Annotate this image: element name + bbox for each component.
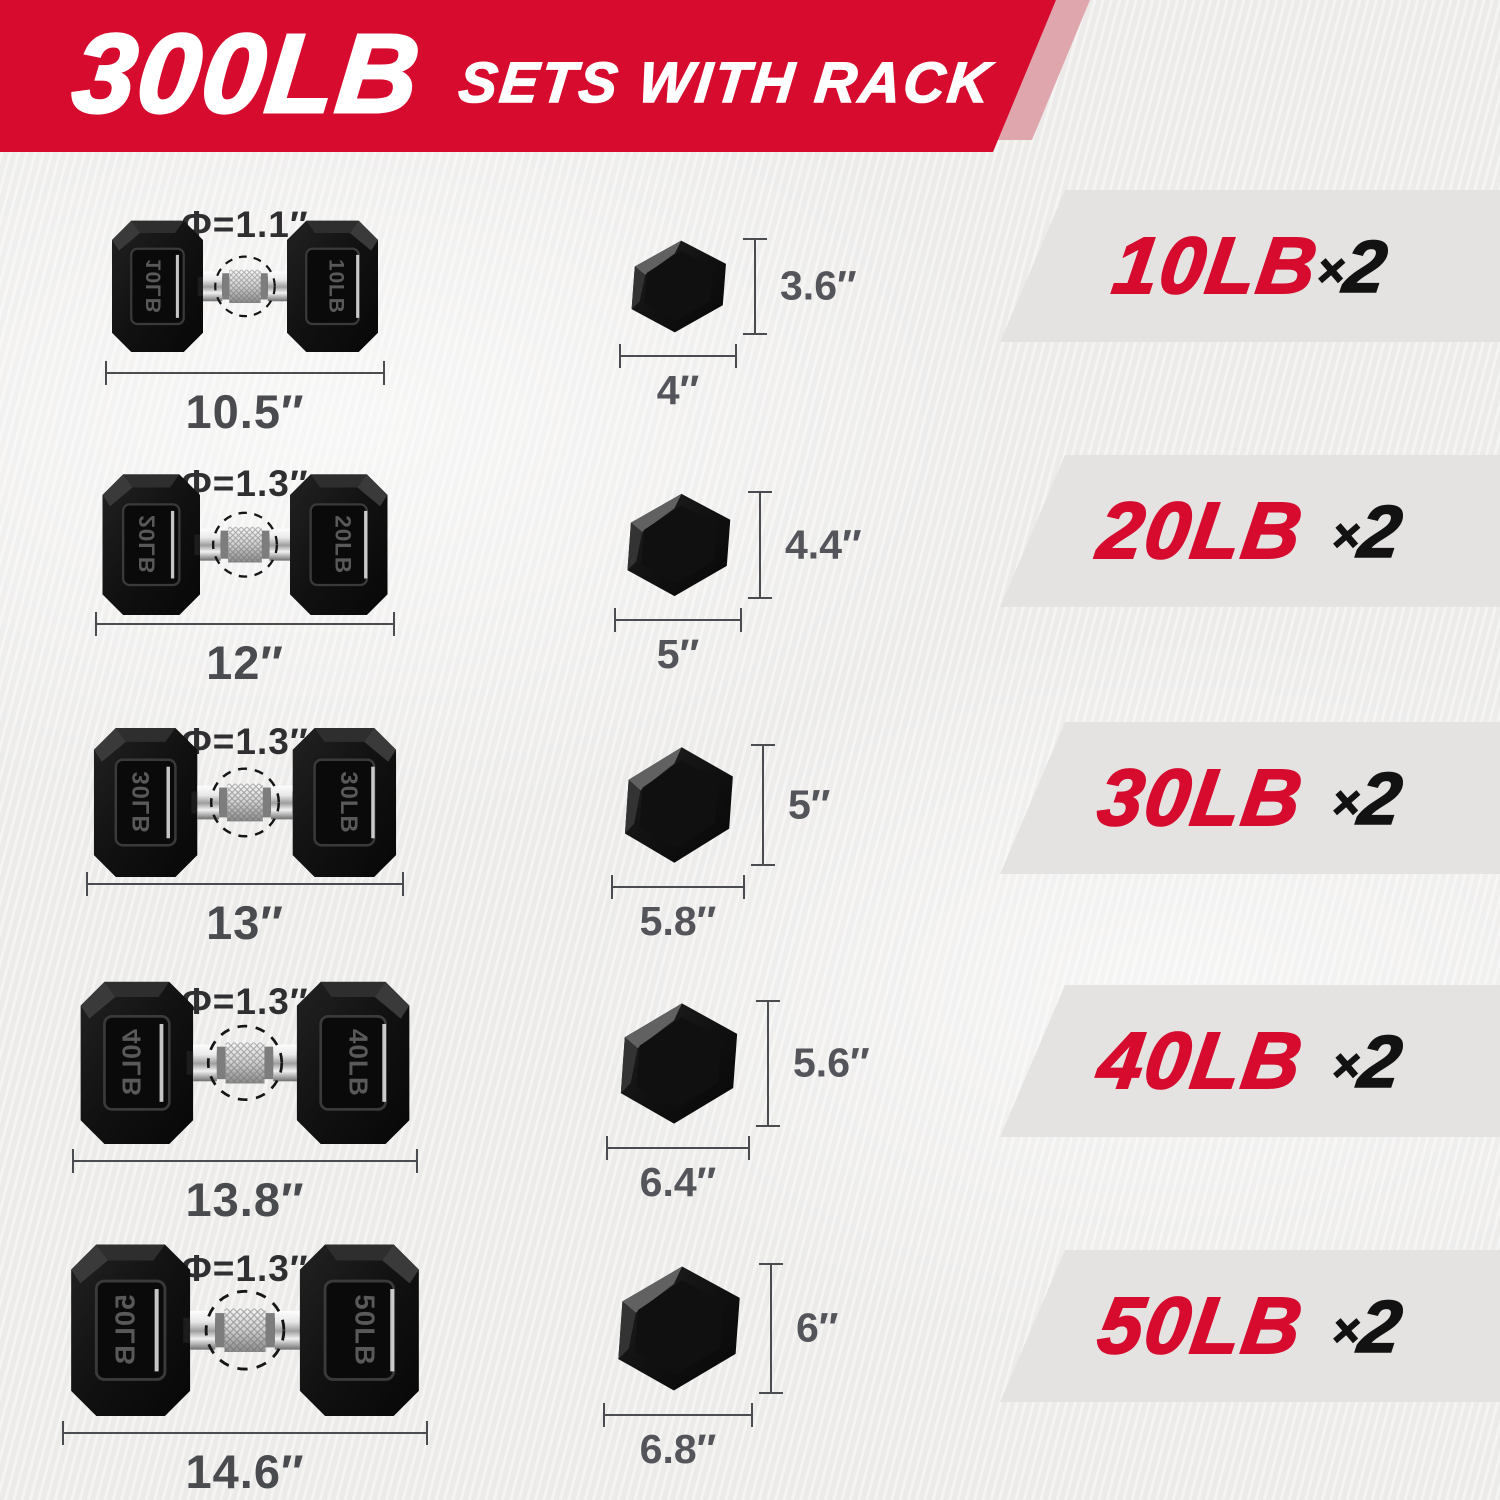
- hex-height-label: 5.6″: [793, 1039, 870, 1086]
- dumbbell-figure: Φ=1.3″ 50LB: [60, 1232, 430, 1498]
- diameter-indicator-circle: [204, 1289, 286, 1371]
- head-weight-text: 10LB: [325, 258, 348, 313]
- length-dimension-line: [105, 361, 385, 385]
- header-banner: 300LB SETS WITH RACK: [0, 0, 1056, 152]
- weight-banner: 10LB ×2: [1000, 190, 1500, 342]
- spec-row: Φ=1.3″ 50LB: [0, 1232, 1500, 1498]
- dumbbell-illustration: 20LB 20LB: [102, 474, 388, 616]
- spec-row: Φ=1.3″ 40LB: [0, 968, 1500, 1230]
- hex-height-label: 6″: [796, 1304, 839, 1351]
- length-label: 10.5″: [185, 385, 305, 438]
- hex-end-view-figure: 5″ 5.8″: [560, 705, 980, 967]
- head-weight-text: 50LB: [350, 1294, 381, 1366]
- weight-label: 50LB: [1092, 1280, 1310, 1371]
- quantity-count: 2: [1338, 224, 1392, 309]
- weight-label: 40LB: [1092, 1015, 1310, 1106]
- hex-end-view-figure: 5.6″ 6.4″: [560, 968, 980, 1230]
- length-label: 13″: [206, 896, 284, 949]
- quantity-count: 2: [1353, 1019, 1407, 1104]
- length-dimension-line: [62, 1421, 428, 1445]
- spec-row: Φ=1.1″ 10LB: [0, 180, 1500, 442]
- hex-height-dimension-line: [743, 237, 767, 335]
- hex-end-illustration: [620, 1002, 738, 1124]
- diameter-label: Φ=1.3″: [181, 1248, 309, 1289]
- hex-width-label: 5.8″: [639, 898, 717, 944]
- head-weight-text: 10LB: [142, 258, 165, 313]
- diameter-indicator-circle: [206, 1024, 284, 1101]
- dumbbell-illustration: 50LB 50LB: [71, 1244, 419, 1416]
- length-label: 13.8″: [185, 1173, 305, 1226]
- hex-height-dimension-line: [759, 1262, 783, 1394]
- hex-height-dimension-line: [748, 491, 772, 599]
- diameter-label: Φ=1.1″: [181, 204, 309, 245]
- hex-end-illustration: [627, 493, 731, 597]
- hex-width-dimension-line: [603, 1402, 753, 1427]
- hex-width-label: 4″: [656, 366, 700, 413]
- hex-width-label: 6.8″: [639, 1425, 717, 1472]
- hex-end-view-figure: 3.6″ 4″: [560, 180, 980, 442]
- weight-banner: 40LB ×2: [1000, 985, 1500, 1137]
- dumbbell-figure: Φ=1.3″ 40LB: [60, 968, 430, 1230]
- length-dimension-line: [86, 872, 404, 896]
- length-dimension-line: [72, 1149, 418, 1173]
- diameter-indicator-circle: [209, 767, 281, 838]
- length-label: 12″: [206, 636, 284, 689]
- weight-banner: 30LB ×2: [1000, 722, 1500, 874]
- head-weight-text: 20LB: [331, 515, 356, 574]
- quantity-label: ×2: [1312, 224, 1393, 309]
- quantity-label: ×2: [1327, 1019, 1408, 1104]
- hex-end-illustration: [631, 240, 726, 332]
- head-weight-text: 50LB: [109, 1294, 140, 1366]
- dumbbell-figure: Φ=1.1″ 10LB: [60, 180, 430, 442]
- head-weight-text: 20LB: [134, 515, 159, 574]
- hex-width-dimension-line: [619, 343, 737, 368]
- hex-width-dimension-line: [614, 608, 742, 632]
- length-dimension-line: [95, 612, 395, 636]
- weight-label: 20LB: [1092, 485, 1310, 576]
- dumbbell-illustration: 40LB 40LB: [80, 981, 410, 1144]
- dumbbell-figure: Φ=1.3″ 20LB: [60, 445, 430, 707]
- hex-height-label: 4.4″: [785, 521, 862, 568]
- header-subtitle: SETS WITH RACK: [455, 50, 996, 116]
- hex-width-label: 6.4″: [639, 1158, 717, 1205]
- length-label: 14.6″: [185, 1445, 305, 1498]
- weight-banner: 20LB ×2: [1000, 455, 1500, 607]
- weight-label: 30LB: [1092, 752, 1310, 843]
- diameter-label: Φ=1.3″: [181, 981, 309, 1022]
- diameter-label: Φ=1.3″: [181, 463, 309, 504]
- head-weight-text: 40LB: [118, 1029, 146, 1097]
- diameter-indicator-circle: [211, 511, 279, 578]
- hex-height-dimension-line: [751, 744, 775, 866]
- hex-end-view-figure: 6″ 6.8″: [560, 1232, 980, 1494]
- quantity-count: 2: [1353, 489, 1407, 574]
- dumbbell-figure: Φ=1.3″ 30LB: [60, 705, 430, 967]
- weight-banner: 50LB ×2: [1000, 1250, 1500, 1402]
- dumbbell-illustration: 30LB 30LB: [93, 728, 397, 878]
- spec-row: Φ=1.3″ 20LB: [0, 445, 1500, 707]
- hex-width-label: 5″: [656, 631, 700, 677]
- weight-label: 10LB: [1107, 220, 1325, 311]
- hex-width-dimension-line: [606, 1135, 750, 1160]
- diameter-indicator-circle: [214, 255, 276, 317]
- quantity-label: ×2: [1327, 489, 1408, 574]
- hex-end-illustration: [618, 1265, 740, 1391]
- hex-height-label: 3.6″: [780, 262, 857, 309]
- hex-height-label: 5″: [788, 781, 831, 828]
- head-weight-text: 30LB: [128, 772, 155, 834]
- head-weight-text: 40LB: [344, 1029, 372, 1097]
- head-weight-text: 30LB: [335, 772, 362, 834]
- quantity-label: ×2: [1327, 756, 1408, 841]
- dumbbell-illustration: 10LB 10LB: [112, 220, 378, 352]
- hex-end-view-figure: 4.4″ 5″: [560, 445, 980, 707]
- quantity-count: 2: [1353, 1284, 1407, 1369]
- quantity-label: ×2: [1327, 1284, 1408, 1369]
- hex-end-illustration: [624, 747, 733, 863]
- quantity-count: 2: [1353, 756, 1407, 841]
- header-title: 300LB: [66, 10, 428, 138]
- spec-row: Φ=1.3″ 30LB: [0, 705, 1500, 967]
- diameter-label: Φ=1.3″: [181, 721, 309, 762]
- hex-width-dimension-line: [611, 875, 745, 899]
- hex-height-dimension-line: [756, 999, 780, 1127]
